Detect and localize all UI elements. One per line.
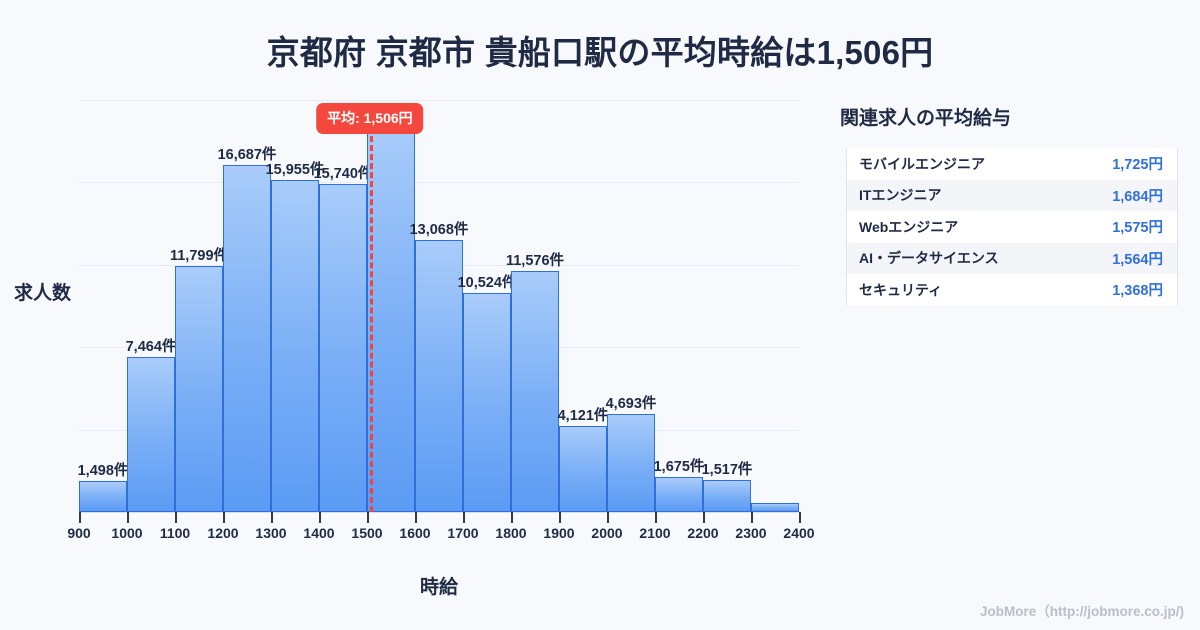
histogram-bar (79, 480, 127, 512)
x-tick-mark (319, 512, 321, 523)
histogram-bar (703, 480, 751, 512)
related-salary-panel: 関連求人の平均給与 モバイルエンジニア 1,725円 ITエンジニア 1,684円 We… (840, 0, 1200, 630)
x-tick-label: 1500 (351, 525, 383, 541)
x-tick-mark (799, 512, 801, 523)
salary-row-name: セキュリティ (859, 281, 943, 298)
x-tick-mark (703, 512, 705, 523)
bar-value-label: 11,799件 (169, 248, 229, 265)
salary-row-name: AI・データサイエンス (859, 250, 999, 267)
bar-value-label: 13,068件 (409, 222, 469, 239)
salary-row-name: Webエンジニア (859, 218, 959, 235)
salary-row-value: 1,564円 (1112, 251, 1163, 268)
x-tick-label: 2100 (639, 525, 671, 541)
bar-value-label: 11,576件 (505, 253, 565, 270)
salary-table-row[interactable]: Webエンジニア 1,575円 (847, 211, 1177, 243)
salary-table-row[interactable]: ITエンジニア 1,684円 (847, 179, 1177, 211)
bar-value-label: 15,740件 (313, 166, 373, 183)
salary-table-row[interactable]: モバイルエンジニア 1,725円 (847, 148, 1177, 180)
bar-value-label: 1,675件 (653, 459, 705, 476)
histogram-chart: 1,498件 7,464件 11,799件 16,687件 15,955件 15,740件… (14, 100, 815, 598)
x-tick-label: 2200 (687, 525, 719, 541)
salary-row-name: ITエンジニア (859, 187, 942, 204)
x-axis-baseline (79, 512, 799, 513)
histogram-bar (751, 502, 799, 512)
salary-table-row[interactable]: AI・データサイエンス 1,564円 (847, 242, 1177, 274)
salary-table-row[interactable]: セキュリティ 1,368円 (847, 274, 1177, 306)
x-tick-mark (655, 512, 657, 523)
salary-row-value: 1,575円 (1112, 220, 1163, 237)
x-tick-mark (79, 512, 81, 523)
x-tick-label: 1300 (255, 525, 287, 541)
x-tick-label: 1700 (447, 525, 479, 541)
x-tick-label: 1100 (159, 525, 191, 541)
related-salary-heading: 関連求人の平均給与 (840, 108, 1012, 129)
histogram-bar (319, 184, 367, 512)
gridline (79, 100, 799, 101)
bar-value-label: 1,498件 (77, 462, 129, 479)
salary-row-value: 1,684円 (1112, 188, 1163, 205)
x-tick-label: 2000 (591, 525, 623, 541)
bar-value-label: 4,121件 (557, 408, 609, 425)
x-tick-mark (271, 512, 273, 523)
x-tick-mark (415, 512, 417, 523)
histogram-bar (367, 122, 415, 512)
page-title: 京都府 京都市 貴船口駅の平均時給は1,506円 (266, 34, 934, 71)
average-badge: 平均: 1,506円 (316, 103, 424, 134)
y-axis-label: 求人数 (14, 283, 72, 304)
x-tick-label: 1600 (399, 525, 431, 541)
gridline (79, 182, 799, 184)
related-salary-table: モバイルエンジニア 1,725円 ITエンジニア 1,684円 Webエンジニア 1,57… (846, 148, 1178, 306)
x-tick-label: 900 (67, 525, 91, 541)
bar-value-label: 4,693件 (605, 396, 657, 413)
x-tick-label: 2300 (735, 525, 767, 541)
x-tick-mark (367, 512, 369, 523)
histogram-bar (415, 240, 463, 512)
histogram-bar (655, 477, 703, 512)
x-tick-label: 1200 (207, 525, 239, 541)
x-tick-mark (511, 512, 513, 523)
x-tick-label: 1000 (111, 525, 143, 541)
salary-row-name: モバイルエンジニア (859, 155, 985, 172)
histogram-bar (271, 180, 319, 512)
bar-value-label: 16,687件 (217, 146, 277, 163)
bar-value-label: 15,955件 (265, 162, 325, 178)
salary-row-value: 1,725円 (1112, 157, 1163, 174)
average-dashed-line (369, 118, 373, 512)
x-tick-label: 2400 (783, 525, 815, 541)
histogram-bar (127, 356, 175, 512)
x-tick-mark (751, 512, 753, 523)
footer-watermark: JobMore（http://jobmore.co.jp/) (980, 604, 1184, 619)
histogram-bar (463, 293, 511, 512)
x-tick-mark (463, 512, 465, 523)
x-tick-mark (175, 512, 177, 523)
x-tick-mark (223, 512, 225, 523)
histogram-bar (559, 426, 607, 512)
bar-value-label: 7,464件 (125, 338, 177, 355)
histogram-bar (175, 266, 223, 512)
histogram-bar (607, 414, 655, 512)
x-tick-mark (607, 512, 609, 523)
x-tick-label: 1400 (303, 525, 335, 541)
x-tick-label: 1900 (543, 525, 575, 541)
histogram-bar (223, 164, 271, 512)
histogram-bar (511, 271, 559, 512)
salary-row-value: 1,368円 (1112, 283, 1163, 300)
x-tick-mark (559, 512, 561, 523)
bar-value-label: 1,517件 (701, 462, 753, 479)
x-tick-label: 1800 (495, 525, 527, 541)
x-tick-mark (127, 512, 129, 523)
bar-value-label: 10,524件 (457, 275, 517, 292)
x-axis-label: 時給 (419, 577, 458, 598)
